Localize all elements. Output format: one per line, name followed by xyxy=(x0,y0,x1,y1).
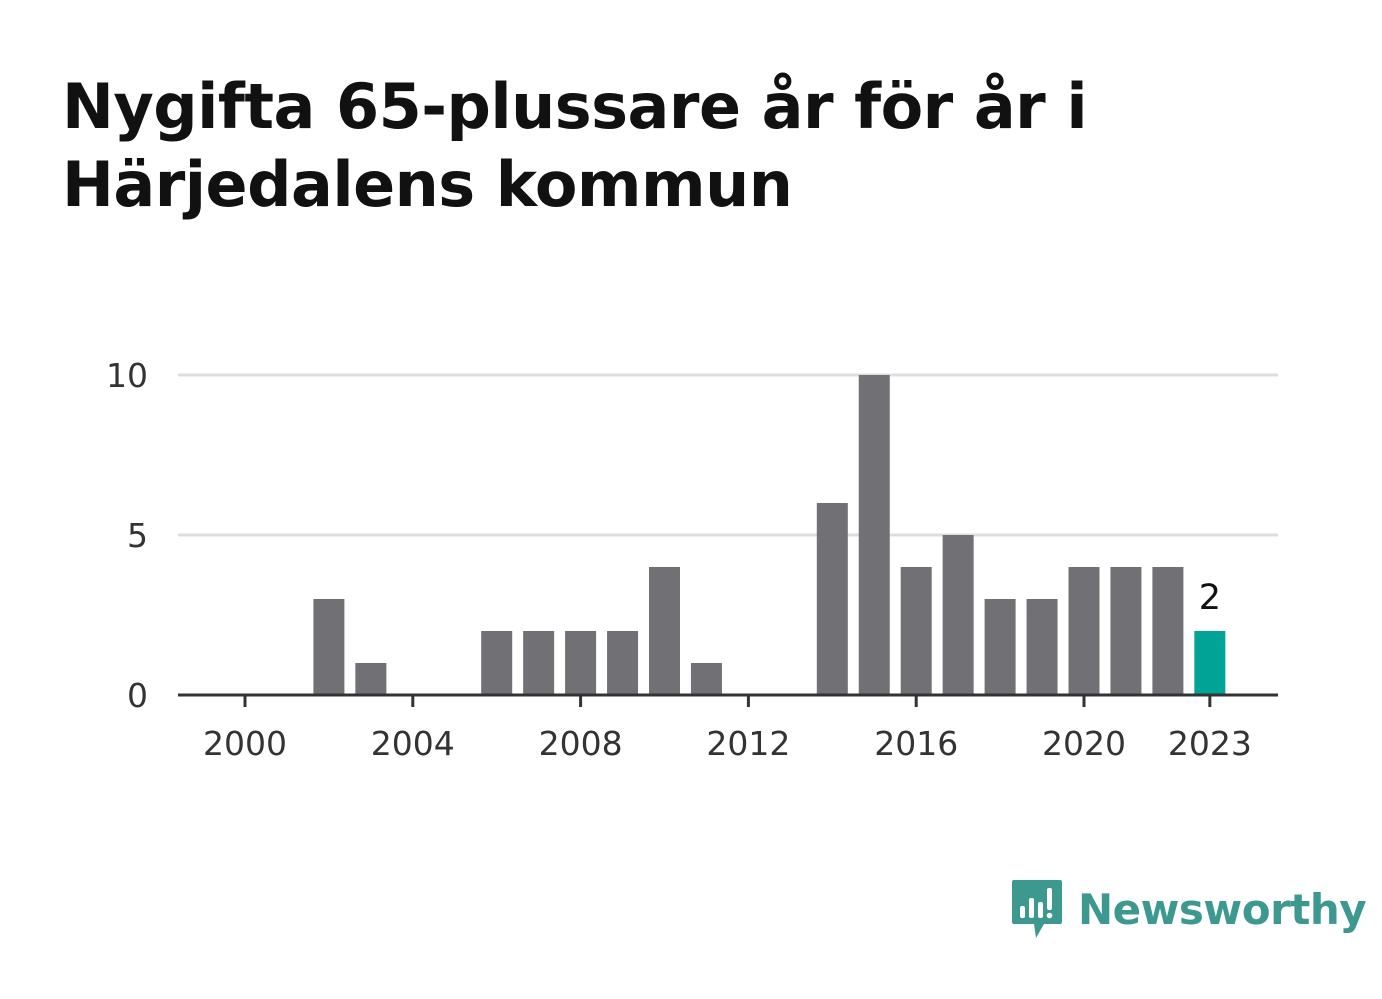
x-tick-label-2020: 2020 xyxy=(1042,724,1126,763)
bar-2016 xyxy=(900,567,932,695)
y-tick-label-5: 5 xyxy=(127,516,148,555)
bars xyxy=(313,375,1226,695)
bar-2006 xyxy=(481,631,513,695)
bar-2021 xyxy=(1110,567,1142,695)
bar-2014 xyxy=(816,503,848,695)
bar-2019 xyxy=(1026,599,1058,695)
x-tick-label-2016: 2016 xyxy=(874,724,958,763)
bar-2010 xyxy=(649,567,680,695)
x-tick-label-2023: 2023 xyxy=(1168,724,1252,763)
x-tick-label-2004: 2004 xyxy=(371,724,455,763)
x-tick-label-2000: 2000 xyxy=(203,724,287,763)
newsworthy-logo: Newsworthy xyxy=(1010,878,1367,940)
y-tick-label-0: 0 xyxy=(127,676,148,715)
chart-title: Nygifta 65-plussare år för år i Härjedal… xyxy=(62,70,1088,221)
bar-2002 xyxy=(313,599,345,695)
brand-name: Newsworthy xyxy=(1078,884,1367,934)
bar-2015 xyxy=(858,375,890,695)
bar-2018 xyxy=(984,599,1016,695)
bar-2008 xyxy=(565,631,597,695)
bar-2011 xyxy=(690,663,722,695)
labels: 0 5 10 2000 2004 2008 2012 2016 2020 2023 2 xyxy=(106,356,1252,763)
bar-2017 xyxy=(942,535,974,695)
newsworthy-logo-icon xyxy=(1012,880,1062,938)
y-tick-label-10: 10 xyxy=(106,356,148,395)
x-tick-label-2008: 2008 xyxy=(539,724,623,763)
gridlines xyxy=(178,373,1278,537)
bar-2003 xyxy=(355,663,387,695)
x-tick-label-2012: 2012 xyxy=(706,724,790,763)
bar-2007 xyxy=(523,631,555,695)
bar-2022 xyxy=(1152,567,1184,695)
bar-2023 xyxy=(1194,631,1226,695)
bar-2009 xyxy=(607,631,639,695)
bar-2020 xyxy=(1068,567,1100,695)
axes xyxy=(178,693,1278,707)
value-label-2023: 2 xyxy=(1199,578,1221,618)
